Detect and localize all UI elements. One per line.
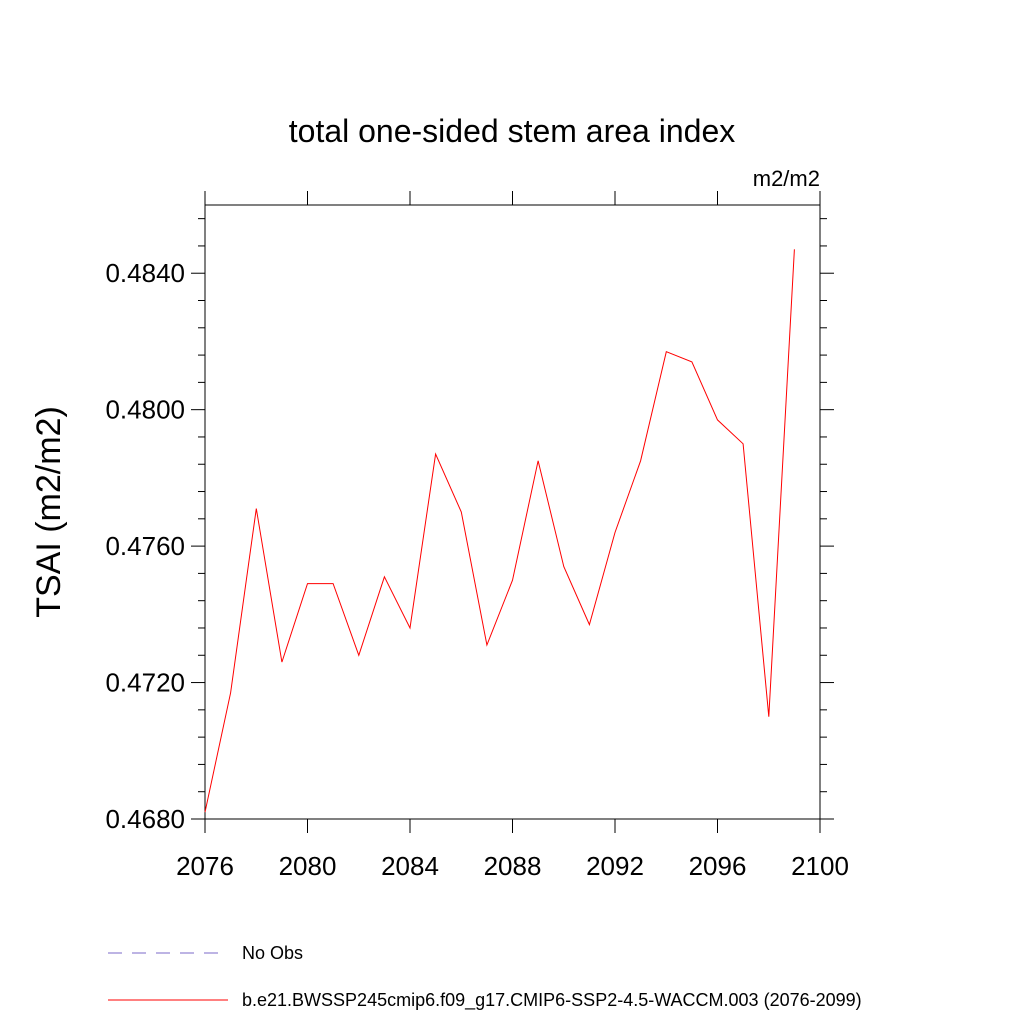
- y-axis-label: TSAI (m2/m2): [30, 406, 68, 618]
- y-tick-label: 0.4720: [105, 668, 185, 698]
- x-tick-label: 2088: [484, 851, 542, 881]
- tick-labels: 2076 2080 2084 2088 2092 2096 2100 0.4680 0.4720…: [105, 258, 848, 881]
- x-tick-label: 2096: [689, 851, 747, 881]
- units-label: m2/m2: [753, 166, 820, 191]
- chart-title: total one-sided stem area index: [289, 113, 735, 149]
- legend-label-no-obs: No Obs: [242, 943, 303, 963]
- y-tick-label: 0.4760: [105, 531, 185, 561]
- axis-ticks: [191, 191, 834, 833]
- y-tick-label: 0.4680: [105, 804, 185, 834]
- y-tick-label: 0.4800: [105, 395, 185, 425]
- series-lines: [204, 249, 795, 813]
- x-tick-label: 2084: [381, 851, 439, 881]
- y-tick-label: 0.4840: [105, 258, 185, 288]
- legend-label-series: b.e21.BWSSP245cmip6.f09_g17.CMIP6-SSP2-4…: [242, 990, 862, 1011]
- x-tick-label: 2100: [791, 851, 849, 881]
- plot-frame: [204, 204, 821, 820]
- x-tick-label: 2080: [279, 851, 337, 881]
- legend: No Obs b.e21.BWSSP245cmip6.f09_g17.CMIP6…: [108, 943, 862, 1011]
- x-tick-label: 2076: [176, 851, 234, 881]
- series-line: [204, 249, 795, 813]
- x-tick-label: 2092: [586, 851, 644, 881]
